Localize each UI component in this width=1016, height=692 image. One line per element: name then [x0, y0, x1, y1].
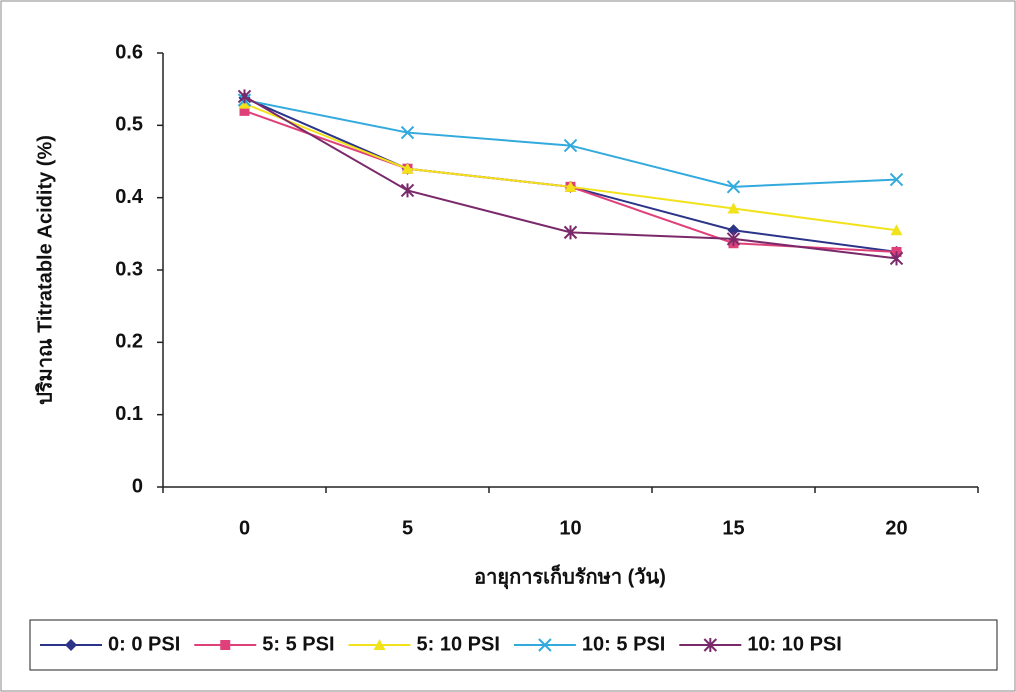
marker [703, 638, 718, 652]
marker [239, 105, 250, 116]
marker [726, 231, 741, 246]
x-tick-label: 20 [885, 517, 907, 539]
y-tick-label: 0.1 [115, 403, 143, 425]
x-tick-label: 15 [722, 517, 744, 539]
marker [400, 125, 415, 140]
marker [373, 639, 386, 650]
y-axis-title: ปริมาณ Titratable Acidity (%) [34, 135, 56, 405]
marker [889, 251, 904, 266]
y-tick-label: 0.6 [115, 41, 143, 63]
y-tick-label: 0 [132, 475, 143, 497]
marker [237, 89, 252, 104]
y-tick-label: 0.2 [115, 331, 143, 353]
marker [401, 162, 414, 174]
marker [563, 138, 578, 153]
y-tick-label: 0.5 [115, 114, 143, 136]
x-axis-title: อายุการเก็บรักษา (วัน) [474, 563, 666, 589]
legend-box [29, 619, 998, 671]
marker [563, 225, 578, 240]
marker [727, 202, 740, 214]
marker [727, 224, 740, 237]
legend-label: 10: 10 PSI [747, 633, 842, 655]
legend-label: 0: 0 PSI [108, 633, 180, 655]
marker [65, 639, 77, 651]
x-tick-label: 5 [402, 517, 413, 539]
legend-label: 5: 10 PSI [417, 633, 500, 655]
legend-label: 10: 5 PSI [582, 633, 665, 655]
y-tick-label: 0.3 [115, 258, 143, 280]
x-tick-label: 10 [559, 517, 581, 539]
legend-label: 5: 5 PSI [262, 633, 334, 655]
x-tick-label: 0 [239, 517, 250, 539]
marker [220, 640, 231, 650]
y-tick-label: 0.4 [115, 186, 144, 208]
marker [890, 224, 903, 236]
marker [538, 638, 552, 652]
marker [726, 180, 741, 194]
marker [400, 183, 415, 198]
marker [889, 172, 904, 187]
marker [564, 180, 577, 192]
